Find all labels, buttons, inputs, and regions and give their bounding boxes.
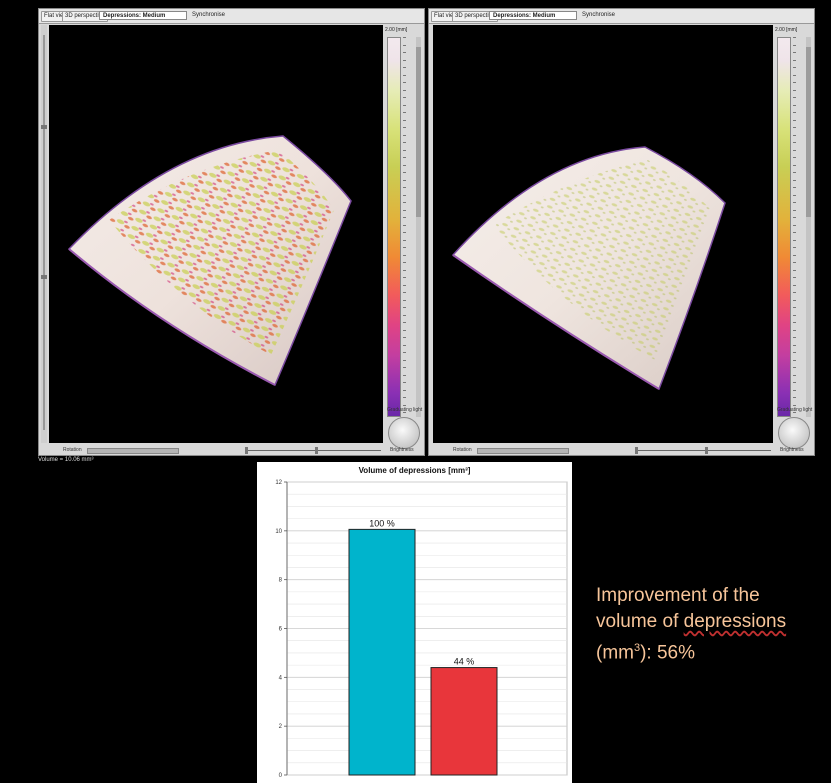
y-tick-label: 6 — [279, 627, 283, 633]
colorbar-scrollbar[interactable] — [416, 37, 421, 417]
vertical-zoom-slider[interactable] — [41, 25, 47, 443]
viewer-controls: Rotation — [49, 445, 383, 455]
bar — [430, 667, 498, 776]
colorbar-ticks — [403, 37, 423, 417]
volume-status: Volume = 10.06 mm³ — [38, 457, 94, 463]
depression-select[interactable]: Depressions: Medium — [99, 11, 187, 20]
rotation-label: Rotation — [63, 447, 82, 453]
depth-colorbar — [387, 37, 401, 417]
bar — [348, 528, 416, 776]
colorbar-scrollbar[interactable] — [806, 37, 811, 417]
3d-viewport[interactable] — [49, 25, 383, 443]
viewer-toolbar: Flat view 3D perspective Depressions: Me… — [429, 9, 814, 24]
slider-knob[interactable] — [41, 125, 47, 129]
caption-line-1: Improvement of the — [596, 585, 760, 606]
y-tick-label: 4 — [279, 675, 283, 681]
y-tick-label: 8 — [279, 578, 283, 584]
brightness-slider[interactable] — [245, 447, 381, 454]
viewer-right: Flat view 3D perspective Depressions: Me… — [428, 8, 815, 456]
rotation-slider[interactable] — [87, 448, 179, 454]
light-dial[interactable] — [778, 417, 810, 449]
y-tick-label: 12 — [275, 480, 282, 486]
chart-title: Volume of depressions [mm³] — [358, 466, 471, 475]
depression-select[interactable]: Depressions: Medium — [489, 11, 577, 20]
surface-render-right — [451, 146, 726, 391]
graduating-light-option[interactable]: Graduating light — [777, 407, 813, 413]
brightness-label: Brightness — [390, 447, 414, 453]
bar-data-label: 100 % — [369, 518, 395, 528]
y-tick-label: 0 — [279, 773, 283, 779]
colorbar-unit: 2.00 [mm] — [385, 27, 408, 33]
rotation-label: Rotation — [453, 447, 472, 453]
colorbar-unit: 2.00 [mm] — [775, 27, 798, 33]
rotation-slider[interactable] — [477, 448, 569, 454]
caption-line-2: volume of depressions — [596, 611, 787, 632]
light-dial[interactable] — [388, 417, 420, 449]
improvement-caption: Improvement of the volume of depressions… — [596, 583, 831, 666]
colorbar-ticks — [793, 37, 813, 417]
brightness-label: Brightness — [780, 447, 804, 453]
depth-colorbar — [777, 37, 791, 417]
viewer-left: Flat view 3D perspective Depressions: Me… — [38, 8, 425, 456]
slider-knob[interactable] — [41, 275, 47, 279]
graduating-light-option[interactable]: Graduating light — [387, 407, 423, 413]
viewer-controls: Rotation — [439, 445, 773, 455]
bar-data-label: 44 % — [454, 657, 475, 667]
surface-render-left — [67, 135, 352, 387]
y-tick-label: 2 — [279, 724, 283, 730]
volume-chart: 0 2 4 6 8 10 12 100 % 44 % Volume of depressions… — [257, 462, 572, 783]
brightness-slider[interactable] — [635, 447, 771, 454]
chart-svg: 0 2 4 6 8 10 12 100 % 44 % — [275, 480, 568, 779]
synchronise-toggle[interactable]: Synchronise — [192, 12, 226, 18]
3d-viewport[interactable] — [433, 25, 773, 443]
viewer-toolbar: Flat view 3D perspective Depressions: Me… — [39, 9, 424, 24]
caption-line-3: (mm3): 56% — [596, 642, 696, 664]
synchronise-toggle[interactable]: Synchronise — [582, 12, 616, 18]
y-tick-label: 10 — [275, 529, 282, 535]
